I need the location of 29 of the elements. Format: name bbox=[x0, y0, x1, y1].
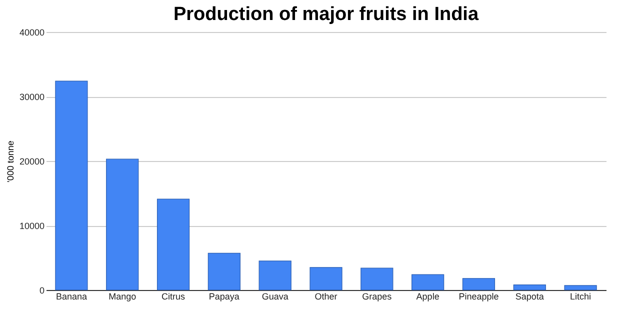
bar bbox=[156, 198, 190, 290]
y-tick-label: 10000 bbox=[19, 221, 44, 231]
y-tick-label: 30000 bbox=[19, 92, 44, 102]
y-axis-title: '000 tonne bbox=[5, 140, 16, 182]
x-tick-label: Papaya bbox=[208, 292, 240, 302]
bar bbox=[360, 268, 394, 290]
chart-title: Production of major fruits in India bbox=[173, 4, 479, 25]
x-tick-label: Litchi bbox=[570, 292, 592, 302]
y-tick-label: 20000 bbox=[19, 156, 44, 166]
bar bbox=[55, 80, 88, 290]
x-tick-label: Banana bbox=[56, 292, 87, 302]
bar bbox=[513, 284, 546, 290]
x-tick-label: Other bbox=[314, 292, 338, 302]
bar bbox=[310, 267, 342, 290]
x-tick-label: Grapes bbox=[362, 292, 392, 302]
bar bbox=[208, 252, 240, 290]
x-tick-label: Guava bbox=[262, 292, 288, 302]
bar bbox=[462, 278, 496, 290]
x-tick-label: Pineapple bbox=[458, 292, 499, 302]
x-tick-label: Sapota bbox=[515, 292, 544, 302]
x-tick-label: Citrus bbox=[162, 292, 186, 302]
bar bbox=[412, 274, 444, 290]
bar bbox=[258, 260, 292, 290]
x-tick-label: Apple bbox=[416, 292, 440, 302]
y-tick-label: 40000 bbox=[19, 28, 44, 38]
x-tick-label: Mango bbox=[108, 292, 136, 302]
bar bbox=[106, 158, 139, 290]
bar bbox=[564, 285, 597, 290]
y-tick-label: 0 bbox=[39, 286, 44, 296]
